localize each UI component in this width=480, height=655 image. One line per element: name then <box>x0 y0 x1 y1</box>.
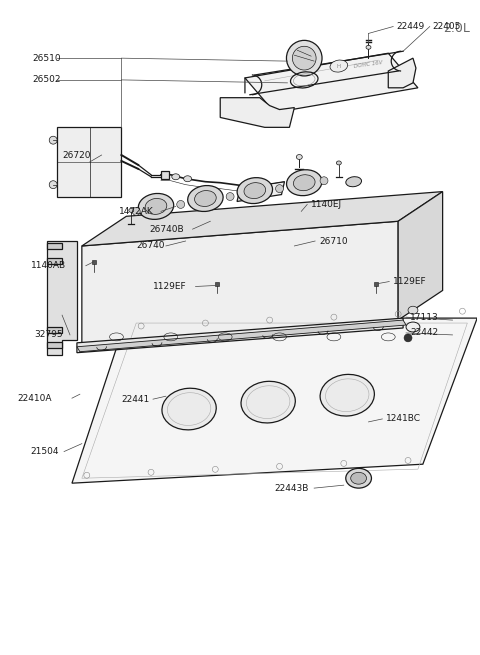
Polygon shape <box>57 127 121 196</box>
Text: 26720: 26720 <box>62 151 91 160</box>
Text: 1129EF: 1129EF <box>393 277 427 286</box>
Ellipse shape <box>293 175 315 191</box>
Text: DOHC 16V: DOHC 16V <box>354 60 383 69</box>
Polygon shape <box>220 98 294 127</box>
Polygon shape <box>77 318 403 352</box>
Ellipse shape <box>237 178 273 204</box>
Polygon shape <box>245 53 418 113</box>
Polygon shape <box>47 241 77 354</box>
Text: 26510: 26510 <box>33 54 61 63</box>
Text: 22441: 22441 <box>121 395 150 403</box>
Polygon shape <box>47 258 62 264</box>
Text: 26740: 26740 <box>136 242 165 250</box>
Text: 26502: 26502 <box>33 75 61 84</box>
Circle shape <box>49 181 57 189</box>
Text: 1140EJ: 1140EJ <box>311 200 342 209</box>
Text: 22443B: 22443B <box>275 483 309 493</box>
Text: 26710: 26710 <box>319 236 348 246</box>
Text: 21504: 21504 <box>30 447 59 456</box>
Polygon shape <box>72 318 477 483</box>
Text: 1241BC: 1241BC <box>386 415 421 423</box>
Ellipse shape <box>336 161 341 165</box>
Text: 22410A: 22410A <box>18 394 52 403</box>
Ellipse shape <box>162 388 216 430</box>
Circle shape <box>287 41 322 76</box>
Circle shape <box>276 185 284 193</box>
Polygon shape <box>388 58 416 88</box>
Ellipse shape <box>194 191 216 206</box>
Ellipse shape <box>320 375 374 416</box>
Ellipse shape <box>346 468 372 488</box>
Text: 22405: 22405 <box>433 22 461 31</box>
Polygon shape <box>77 320 406 352</box>
Text: 1140AB: 1140AB <box>30 261 66 271</box>
Text: 2.0L: 2.0L <box>443 22 469 35</box>
Ellipse shape <box>366 45 371 49</box>
Ellipse shape <box>406 322 420 332</box>
Polygon shape <box>398 192 443 320</box>
Text: 22449: 22449 <box>396 22 424 31</box>
Ellipse shape <box>287 170 322 196</box>
Ellipse shape <box>296 155 302 159</box>
Ellipse shape <box>408 307 418 314</box>
Ellipse shape <box>184 176 192 181</box>
Circle shape <box>132 208 140 215</box>
Text: 32795: 32795 <box>35 330 63 339</box>
Ellipse shape <box>330 60 348 72</box>
Ellipse shape <box>188 185 223 212</box>
Polygon shape <box>47 327 62 333</box>
Polygon shape <box>161 171 169 179</box>
Circle shape <box>177 200 185 208</box>
Polygon shape <box>237 181 285 202</box>
Polygon shape <box>82 192 443 246</box>
Polygon shape <box>82 221 398 345</box>
Circle shape <box>49 136 57 144</box>
Text: 26740B: 26740B <box>149 225 184 234</box>
Ellipse shape <box>241 381 295 423</box>
Ellipse shape <box>346 177 361 187</box>
Text: H: H <box>337 64 341 69</box>
Circle shape <box>292 47 316 70</box>
Polygon shape <box>47 342 62 348</box>
Text: 17113: 17113 <box>410 312 439 322</box>
Ellipse shape <box>172 174 180 179</box>
Ellipse shape <box>351 472 367 484</box>
Text: 22442: 22442 <box>410 328 438 337</box>
Circle shape <box>320 177 328 185</box>
Polygon shape <box>47 243 62 249</box>
Ellipse shape <box>145 198 167 214</box>
Circle shape <box>226 193 234 200</box>
Ellipse shape <box>129 208 134 212</box>
Text: 1472AK: 1472AK <box>120 207 154 216</box>
Ellipse shape <box>138 193 174 219</box>
Ellipse shape <box>244 183 265 198</box>
Circle shape <box>404 334 412 342</box>
Text: 1129EF: 1129EF <box>153 282 187 291</box>
